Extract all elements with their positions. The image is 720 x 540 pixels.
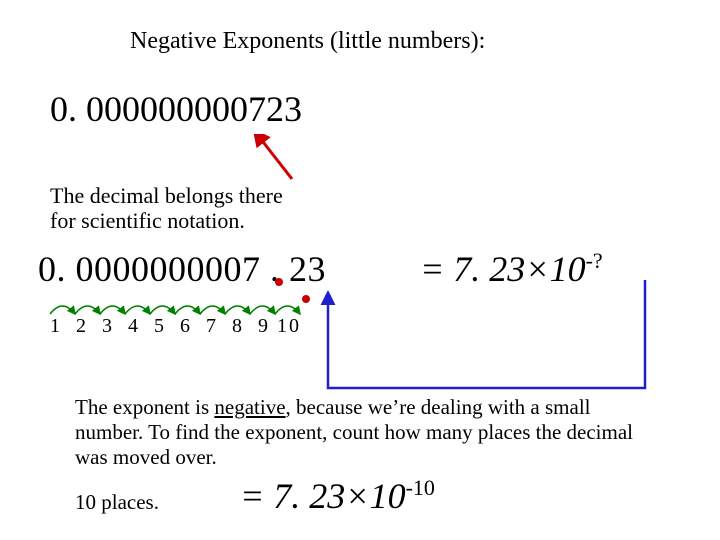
caption-decimal-belongs: The decimal belongs there for scientific… xyxy=(50,183,283,234)
pointer-arrow-icon xyxy=(252,134,312,184)
caption-line-1: The decimal belongs there xyxy=(50,183,283,208)
number-with-moved-decimal: 0. 0000000007 . 23 xyxy=(38,248,326,290)
exponent-unknown: -? xyxy=(586,248,603,273)
connector-arrow-icon xyxy=(320,276,660,406)
places-count-text: 10 places. xyxy=(75,490,159,515)
page-title: Negative Exponents (little numbers): xyxy=(130,28,485,55)
place-count-labels: 1 2 3 4 5 6 7 8 9 10 xyxy=(50,315,301,338)
explanation-text: The exponent is negative, because we’re … xyxy=(75,395,635,471)
decimal-dot-icon xyxy=(275,278,283,286)
decimal-hop-arcs-icon xyxy=(44,290,324,318)
caption-line-2: for scientific notation. xyxy=(50,208,245,233)
equation-unknown-exponent: = 7. 23×10-? xyxy=(420,248,603,290)
exponent-final: -10 xyxy=(406,475,435,500)
explain-pre: The exponent is xyxy=(75,395,214,419)
equation-final: = 7. 23×10-10 xyxy=(240,475,435,517)
explain-negative-word: negative xyxy=(214,395,285,419)
equation-final-body: = 7. 23×10 xyxy=(240,476,406,516)
equation-body: = 7. 23×10 xyxy=(420,249,586,289)
original-number: 0. 000000000723 xyxy=(50,88,302,130)
